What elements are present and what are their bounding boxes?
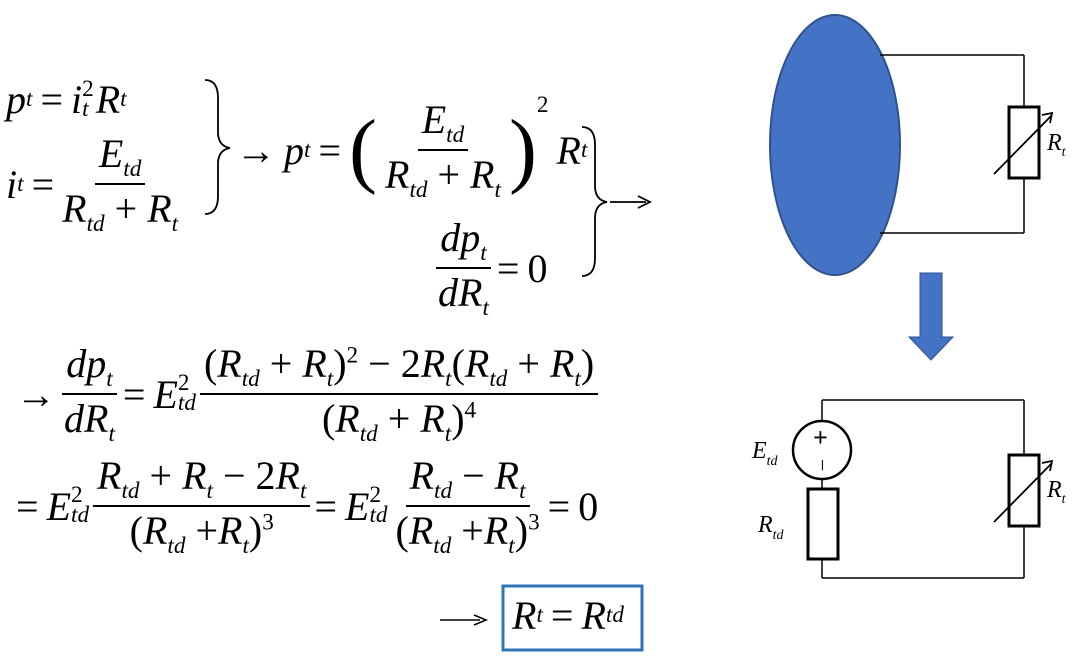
voltage-plus-sign: +: [813, 423, 828, 452]
equation-derivative-zero: dpt dRt = 0: [436, 215, 548, 321]
variable-arrowhead-top: [1041, 111, 1054, 124]
down-arrow: [907, 272, 955, 361]
equation-simplified: = E 2 td Rtd + Rt − 2Rt (Rtd +Rt)3 = E 2 td …: [16, 453, 599, 559]
label-rt-bottom: Rt: [1046, 477, 1067, 507]
brace-2: [581, 126, 608, 277]
voltage-minus-sign: −: [810, 459, 835, 471]
label-rtd: Rtd: [757, 512, 785, 543]
label-rt-top: Rt: [1046, 130, 1067, 160]
label-etd: Etd: [751, 438, 779, 469]
internal-resistor: [806, 487, 840, 561]
equation-derivative: → dpt dRt = E 2 td (Rtd + Rt)2 − 2Rt(Rtd +…: [16, 340, 602, 448]
variable-arrow-bottom: [993, 462, 1053, 523]
brace-1: [204, 79, 231, 215]
brace-arrow-head: [637, 195, 653, 209]
source-ellipse: [769, 14, 901, 276]
result-box: [501, 584, 644, 652]
variable-arrowhead-bottom: [1041, 459, 1054, 472]
variable-arrow-top: [993, 114, 1053, 175]
result-arrow-head: [473, 614, 489, 626]
